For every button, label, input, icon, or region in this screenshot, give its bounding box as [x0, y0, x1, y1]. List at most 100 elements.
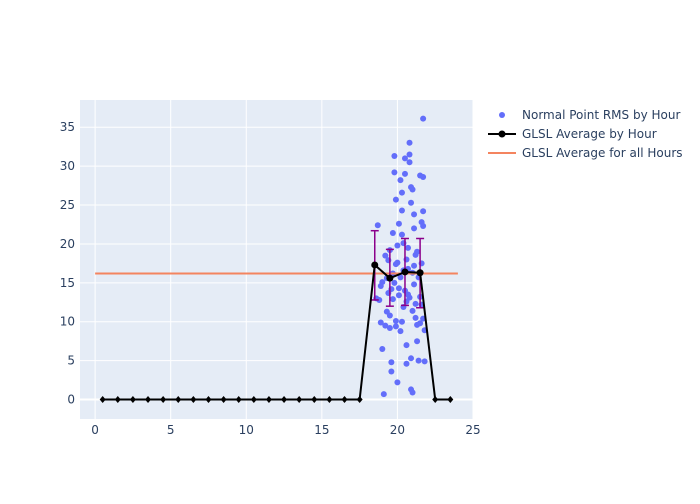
rms-point: [408, 355, 415, 362]
legend: Normal Point RMS by Hour GLSL Average by …: [488, 108, 683, 160]
rms-point: [394, 259, 401, 266]
hourly-average-marker: [311, 396, 318, 404]
y-tick-label: 25: [60, 198, 75, 212]
rms-point: [409, 307, 416, 314]
rms-point: [420, 223, 427, 230]
hourly-average-marker: [371, 261, 379, 269]
hourly-average-marker: [99, 396, 106, 404]
hourly-average-marker: [205, 396, 212, 404]
plot-background: [80, 100, 473, 419]
x-tick-label: 0: [91, 423, 99, 437]
rms-point: [382, 252, 389, 259]
rms-point: [395, 285, 402, 292]
rms-point: [391, 169, 398, 176]
hourly-average-marker: [145, 396, 152, 404]
rms-point: [406, 139, 413, 146]
rms-point: [412, 300, 419, 307]
rms-point: [403, 342, 410, 349]
hourly-average-marker: [341, 396, 348, 404]
rms-point: [389, 296, 396, 303]
rms-point: [406, 159, 413, 166]
legend-label-overall: GLSL Average for all Hours: [522, 146, 683, 160]
rms-point: [405, 244, 412, 251]
y-tick-label: 10: [60, 315, 75, 329]
x-tick-label: 10: [239, 423, 254, 437]
hourly-average-marker: [416, 269, 424, 277]
hourly-average-marker: [265, 396, 272, 404]
axes: 0 5 10 15 20 25 0 5 10 15 20 25 30 35: [60, 120, 481, 437]
rms-point: [386, 312, 393, 319]
hourly-average-marker: [432, 396, 439, 404]
rms-point: [395, 220, 402, 227]
rms-point: [417, 320, 424, 327]
rms-point: [403, 360, 410, 367]
hourly-average-marker: [160, 396, 167, 404]
x-tick-label: 15: [314, 423, 329, 437]
legend-line-marker: [498, 130, 506, 138]
hourly-average-marker: [326, 396, 333, 404]
rms-point: [397, 177, 404, 184]
rms-point: [377, 319, 384, 326]
rms-point: [421, 358, 428, 365]
rms-point: [391, 279, 398, 286]
rms-point: [386, 324, 393, 331]
rms-point: [397, 274, 404, 281]
hourly-average-marker: [356, 396, 363, 404]
legend-label-hourly: GLSL Average by Hour: [522, 127, 657, 141]
rms-point: [391, 153, 398, 160]
rms-point: [414, 248, 421, 255]
y-tick-label: 0: [67, 393, 75, 407]
hourly-average-marker: [235, 396, 242, 404]
rms-point: [382, 322, 389, 329]
hourly-average-marker: [296, 396, 303, 404]
hourly-average-marker: [401, 268, 409, 276]
hourly-average-marker: [129, 396, 136, 404]
rms-point: [420, 174, 427, 181]
rms-point: [395, 292, 402, 299]
rms-point: [379, 279, 386, 286]
legend-scatter-symbol: [499, 112, 505, 118]
rms-point: [411, 225, 418, 232]
rms-point: [415, 357, 422, 364]
rms-point: [389, 230, 396, 237]
rms-point: [406, 151, 413, 158]
rms-point: [414, 338, 421, 345]
rms-point: [388, 359, 395, 366]
rms-point: [398, 207, 405, 214]
rms-point: [392, 196, 399, 203]
rms-point: [420, 115, 427, 122]
rms-point: [380, 391, 387, 398]
rms-point: [411, 281, 418, 288]
rms-point: [412, 314, 419, 321]
y-tick-label: 5: [67, 354, 75, 368]
y-tick-label: 30: [60, 159, 75, 173]
rms-point: [398, 318, 405, 325]
x-tick-label: 5: [167, 423, 175, 437]
hourly-average-marker: [175, 396, 182, 404]
rms-point: [409, 389, 416, 396]
hourly-average-marker: [250, 396, 257, 404]
rms-point: [392, 317, 399, 324]
rms-point: [398, 231, 405, 238]
hourly-average-marker: [190, 396, 197, 404]
rms-point: [398, 189, 405, 196]
rms-point: [401, 155, 408, 162]
hourly-average-marker: [114, 396, 121, 404]
rms-point: [420, 208, 427, 215]
rms-point: [411, 211, 418, 218]
rms-point: [401, 170, 408, 177]
rms-point: [392, 323, 399, 330]
hourly-average-marker: [220, 396, 227, 404]
rms-point: [394, 379, 401, 386]
legend-label-rms: Normal Point RMS by Hour: [522, 108, 680, 122]
y-tick-label: 20: [60, 237, 75, 251]
x-tick-label: 25: [465, 423, 480, 437]
rms-point: [409, 186, 416, 193]
rms-point: [394, 242, 401, 249]
rms-point: [408, 199, 415, 206]
rms-point: [388, 368, 395, 375]
rms-point: [379, 345, 386, 352]
y-tick-label: 15: [60, 276, 75, 290]
